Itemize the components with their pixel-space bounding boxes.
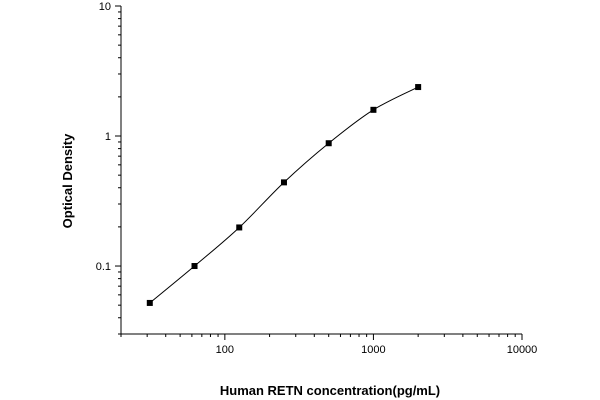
y-tick-label: 1 [105,131,111,143]
data-point-marker [325,140,332,147]
x-tick-label: 10000 [507,344,538,356]
data-point-marker [191,263,198,270]
x-tick-label: 1000 [361,344,385,356]
data-point-marker [146,299,153,306]
y-tick-label: 0.1 [96,261,111,273]
fitted-curve [149,86,419,304]
y-tick-label: 10 [99,1,111,13]
data-point-marker [370,106,377,113]
axes [120,6,522,335]
data-point-marker [236,224,243,231]
x-tick-label: 100 [216,344,234,356]
data-point-marker [415,84,422,91]
data-points [146,84,422,306]
data-point-marker [280,179,287,186]
y-axis-label: Optical Density [60,133,75,228]
ticks: 100 1000 10000 0.1 1 10 [96,1,538,356]
x-axis-label: Human RETN concentration(pg/mL) [220,383,440,398]
